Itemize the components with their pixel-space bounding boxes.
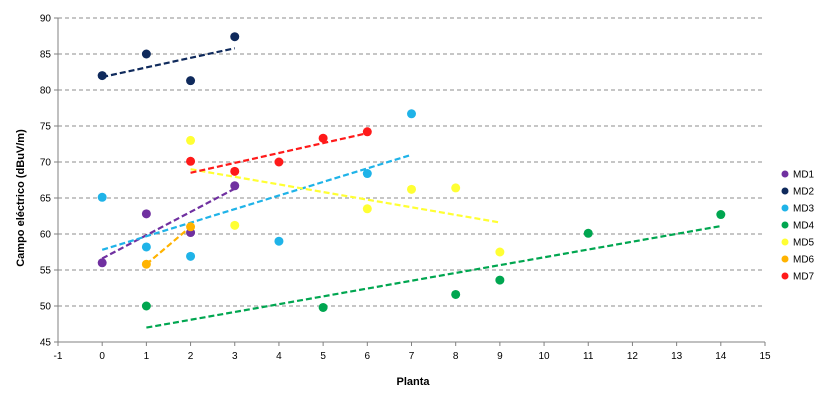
trend-layer [101,47,722,329]
grid-layer [58,17,765,307]
x-tick-label: 12 [627,351,639,362]
point-layer [97,32,726,312]
data-point-md2 [230,32,240,42]
legend-marker-md5 [781,238,789,246]
trendline-md6 [145,225,192,266]
x-tick-label: 9 [497,351,503,362]
data-point-md7 [186,156,196,166]
x-tick-label: 13 [671,351,683,362]
data-point-md4 [141,301,151,311]
legend-label-md4: MD4 [793,221,815,232]
x-tick-label: 7 [409,351,415,362]
y-tick-label: 45 [40,338,52,349]
trendline-md7 [190,132,368,174]
data-point-md1 [97,258,107,268]
x-tick-label: 1 [144,351,150,362]
legend-label-md1: MD1 [793,170,815,181]
legend-marker-md2 [781,187,789,195]
data-point-md4 [495,275,505,285]
data-point-md5 [407,184,416,194]
data-point-md4 [583,228,593,238]
data-point-md7 [362,127,372,137]
data-point-md5 [230,220,240,230]
legend-label-md5: MD5 [793,238,815,249]
y-tick-label: 50 [40,302,52,313]
legend-label-md6: MD6 [793,255,815,266]
data-point-md6 [141,259,151,269]
trendline-md1 [101,187,236,260]
data-point-md5 [495,247,505,257]
legend-marker-md1 [781,170,789,178]
y-tick-label: 65 [40,194,52,205]
data-point-md7 [230,166,240,176]
legend-marker-md6 [781,255,789,263]
y-tick-label: 60 [40,230,52,241]
y-tick-label: 90 [40,14,52,25]
data-point-md1 [230,181,240,191]
data-point-md3 [97,192,107,202]
data-point-md4 [318,302,328,312]
legend-marker-md4 [781,221,789,229]
data-point-md7 [318,133,328,143]
trendline-md5 [190,168,501,224]
legend-label-md7: MD7 [793,272,815,283]
data-point-md3 [141,242,151,252]
legend-marker-md3 [781,204,789,212]
legend-label-md3: MD3 [793,204,815,215]
legend-label-md2: MD2 [793,187,815,198]
data-point-md5 [186,135,196,145]
legend: MD1 MD2 MD3 MD4 MD5 MD6 MD7 [781,170,815,283]
data-point-md2 [186,76,196,86]
data-point-md3 [274,236,284,246]
x-tick-label: 3 [232,351,238,362]
y-tick-label: 55 [40,266,52,277]
trendline-md4 [146,224,722,329]
x-tick-label: 5 [320,351,326,362]
data-point-md2 [97,71,107,81]
x-tick-label: 2 [188,351,194,362]
data-point-md3 [407,109,416,119]
trendline-md2 [101,47,235,79]
x-tick-label: 11 [583,351,594,362]
data-point-md5 [451,183,461,193]
y-tick-label: 80 [40,86,52,97]
x-axis-title: Planta [396,376,430,388]
x-tick-label: 0 [99,351,105,362]
data-point-md3 [362,169,372,179]
x-tick-label: 14 [715,351,727,362]
y-tick-label: 85 [40,50,52,61]
y-tick-label: 70 [40,158,52,169]
data-point-md3 [186,251,196,261]
x-tick-label: 15 [759,351,771,362]
x-tick-label: 10 [539,351,551,362]
data-point-md2 [141,49,151,59]
x-tick-label: -1 [54,351,63,362]
legend-marker-md7 [781,272,789,280]
data-point-md5 [362,204,372,214]
y-axis-title: Campo eléctrico (dBuV/m) [15,129,27,267]
data-point-md7 [274,157,284,167]
y-tick-label: 75 [40,122,52,133]
data-point-md6 [186,222,196,232]
data-point-md4 [451,289,461,299]
x-tick-label: 4 [276,351,282,362]
trendline-md3 [101,153,412,251]
data-point-md4 [716,210,726,220]
x-tick-label: 6 [365,351,371,362]
x-tick-label: 8 [453,351,459,362]
data-point-md1 [141,209,151,219]
